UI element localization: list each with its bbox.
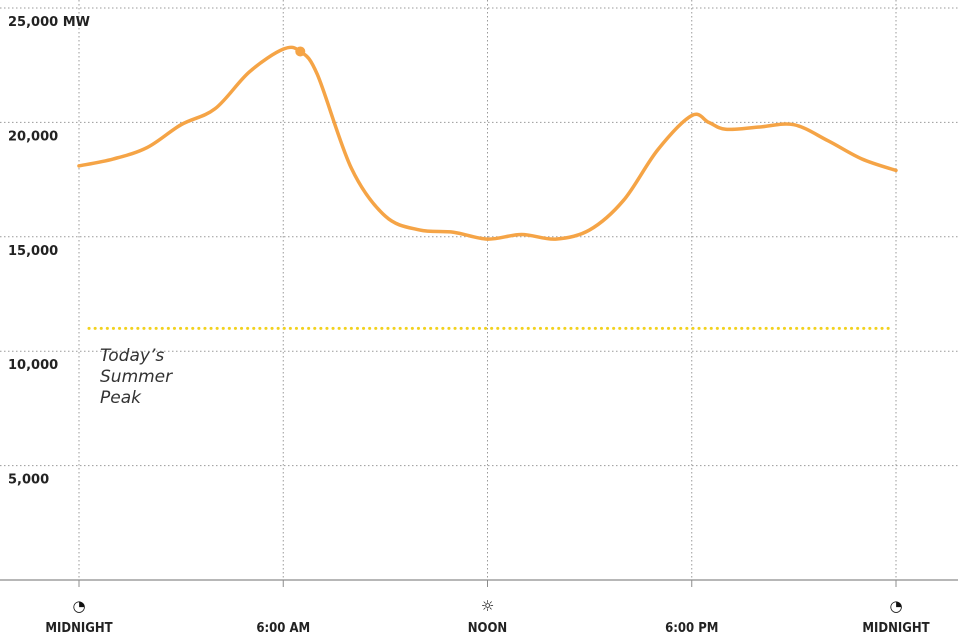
y-axis-ticks: 5,000 10,000 15,000 20,000 25,000 MW: [8, 15, 90, 488]
y-tick-label: 5,000: [8, 473, 49, 488]
summer-peak-label: Summer: [100, 367, 173, 387]
moon-icon: ◔: [72, 597, 85, 615]
sun-icon: ☼: [481, 597, 494, 615]
y-tick-label: 10,000: [8, 358, 58, 373]
x-tick-label: 6:00 AM: [256, 621, 310, 636]
x-axis-ticks: MIDNIGHT ◔ 6:00 AM NOON ☼ 6:00 PM MIDNIGHT ◔: [45, 580, 930, 636]
grid-lines: [0, 0, 958, 581]
peak-marker: [295, 46, 306, 57]
y-tick-label: 20,000: [8, 129, 58, 144]
summer-peak-label: Today’s: [100, 346, 164, 366]
series: [77, 45, 898, 241]
x-tick-label: MIDNIGHT: [862, 621, 929, 636]
moon-icon: ◔: [889, 597, 902, 615]
y-tick-label: 15,000: [8, 244, 58, 259]
x-tick-label: NOON: [468, 621, 507, 636]
demand-line: [77, 45, 898, 241]
summer-peak-label: Peak: [100, 388, 142, 408]
x-tick-label: MIDNIGHT: [45, 621, 112, 636]
y-tick-label: 25,000 MW: [8, 15, 90, 30]
x-tick-label: 6:00 PM: [665, 621, 718, 636]
